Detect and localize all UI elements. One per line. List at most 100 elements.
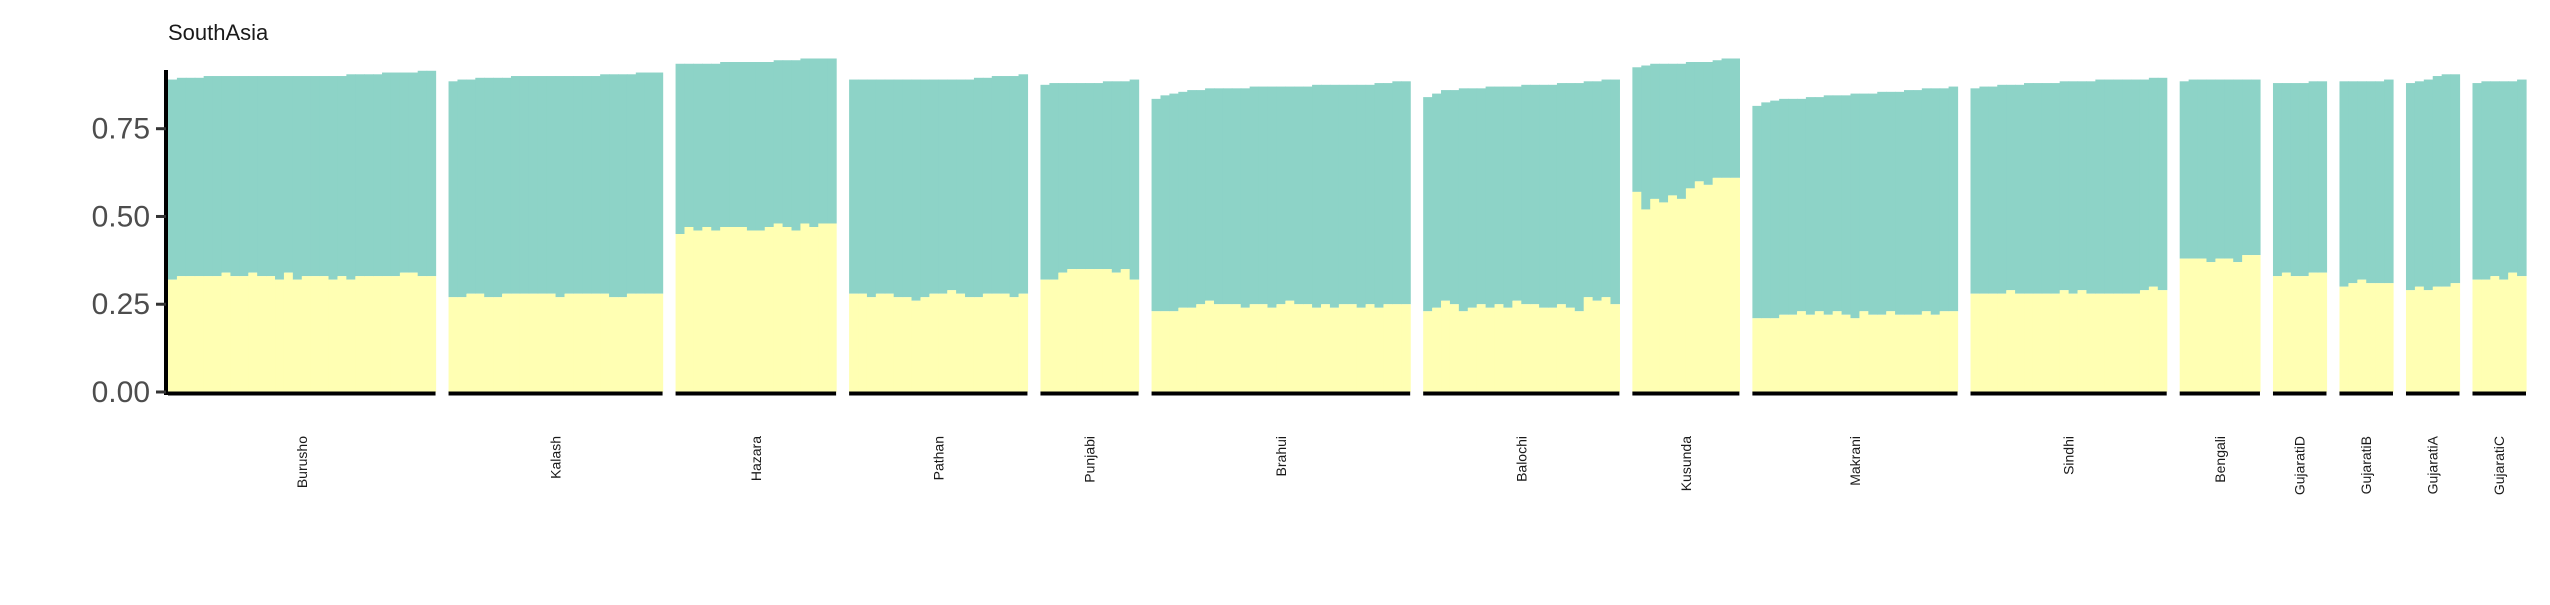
bar-segment-component-2 <box>2384 79 2394 284</box>
bar-segment-component-1 <box>1494 304 1505 392</box>
bar-segment-component-1 <box>2281 272 2292 392</box>
bar-segment-component-1 <box>1970 293 1981 392</box>
bar-segment-component-1 <box>1222 304 1233 392</box>
bar-segment-component-1 <box>555 297 566 392</box>
bar-segment-component-2 <box>1703 62 1714 185</box>
bar-segment-component-1 <box>1111 272 1122 392</box>
bar-segment-component-1 <box>1093 269 1104 392</box>
bar-segment-component-2 <box>1058 83 1068 273</box>
bar-segment-component-1 <box>1392 304 1402 392</box>
bar-segment-component-2 <box>382 72 392 277</box>
bar-segment-component-2 <box>292 76 303 280</box>
bar-segment-component-2 <box>1383 83 1393 305</box>
bar-segment-component-2 <box>390 72 401 277</box>
bar-segment-component-1 <box>1312 307 1322 392</box>
bar-segment-component-1 <box>1574 311 1585 392</box>
bar-segment-component-2 <box>1805 97 1816 315</box>
bar-segment-component-1 <box>2472 279 2483 392</box>
bar-segment-component-1 <box>1730 177 1740 392</box>
bar-segment-component-1 <box>1401 304 1411 392</box>
bar-segment-component-2 <box>2290 83 2301 277</box>
bar-segment-component-1 <box>2290 276 2301 392</box>
bar-segment-component-2 <box>2308 81 2319 273</box>
group-label: GujaratiD <box>2292 436 2308 495</box>
bar-segment-component-1 <box>2357 279 2367 392</box>
bar-segment-component-2 <box>600 74 610 294</box>
bar-segment-component-1 <box>782 227 793 392</box>
bar-segment-component-1 <box>1761 318 1771 392</box>
y-tick-label: 0.50 <box>92 200 150 233</box>
group-label: Burusho <box>294 436 310 488</box>
bar-segment-component-1 <box>2050 293 2061 392</box>
bar-segment-component-2 <box>1694 62 1705 182</box>
bar-segment-component-1 <box>493 297 503 392</box>
bar-segment-component-2 <box>582 76 592 294</box>
bar-segment-component-2 <box>693 63 703 231</box>
bar-segment-component-2 <box>457 79 467 298</box>
bar-segment-component-1 <box>2224 258 2234 392</box>
bar-segment-component-1 <box>1267 307 1278 392</box>
bar-segment-component-1 <box>1018 293 1029 392</box>
bar-segment-component-2 <box>1823 95 1834 315</box>
bar-segment-component-1 <box>399 272 410 392</box>
bar-segment-component-1 <box>221 272 232 392</box>
bar-segment-component-2 <box>1512 86 1522 301</box>
bar-segment-component-2 <box>2405 83 2416 291</box>
bar-segment-component-1 <box>2095 293 2105 392</box>
bar-segment-component-2 <box>230 76 240 277</box>
bar-segment-component-2 <box>947 79 957 291</box>
bar-segment-component-1 <box>702 227 712 392</box>
bar-segment-component-2 <box>1111 81 1122 273</box>
bar-segment-component-2 <box>1267 86 1278 308</box>
bar-segment-component-1 <box>1058 272 1068 392</box>
bar-segment-component-2 <box>1423 97 1433 312</box>
bar-segment-component-2 <box>1730 58 1740 178</box>
bar-segment-component-2 <box>746 62 757 231</box>
bar-segment-component-2 <box>1120 81 1131 270</box>
bar-segment-component-2 <box>1988 86 1998 294</box>
bar-segment-component-1 <box>2032 293 2043 392</box>
bar-segment-component-2 <box>1877 91 1887 315</box>
bar-segment-component-1 <box>965 297 975 392</box>
bar-segment-component-1 <box>1321 304 1331 392</box>
bar-segment-component-2 <box>2339 81 2349 287</box>
bar-segment-component-2 <box>493 77 503 298</box>
bar-segment-component-2 <box>2375 81 2385 284</box>
bar-segment-component-1 <box>1294 304 1304 392</box>
bar-segment-component-2 <box>1948 86 1959 312</box>
bar-segment-component-1 <box>1601 297 1612 392</box>
bar-segment-component-1 <box>1721 177 1732 392</box>
bar-segment-component-2 <box>2139 79 2150 291</box>
bar-segment-component-2 <box>2113 79 2123 294</box>
bar-segment-component-1 <box>626 293 637 392</box>
bar-segment-component-1 <box>275 279 285 392</box>
bar-segment-component-1 <box>1329 307 1340 392</box>
bar-segment-component-2 <box>2077 81 2088 291</box>
bar-segment-component-2 <box>475 77 485 294</box>
bar-segment-component-1 <box>2068 293 2079 392</box>
bar-segment-component-2 <box>310 76 321 277</box>
bar-segment-component-2 <box>1668 63 1678 196</box>
bar-segment-component-1 <box>319 276 330 392</box>
bar-segment-component-2 <box>2224 79 2234 259</box>
bar-segment-component-2 <box>902 79 913 298</box>
bar-segment-component-2 <box>1151 98 1162 312</box>
bar-segment-component-1 <box>1432 307 1442 392</box>
bar-segment-component-2 <box>1374 83 1385 308</box>
bar-segment-component-2 <box>1000 76 1011 294</box>
bar-segment-component-2 <box>1432 93 1442 308</box>
bar-segment-component-1 <box>1556 304 1567 392</box>
bar-segment-component-2 <box>764 62 775 227</box>
bar-segment-component-1 <box>2251 255 2261 392</box>
bar-segment-component-1 <box>600 293 610 392</box>
bar-segment-component-1 <box>1659 202 1669 392</box>
bar-segment-component-2 <box>617 74 628 298</box>
bar-segment-component-1 <box>346 279 356 392</box>
bar-segment-component-2 <box>956 79 966 294</box>
bar-segment-component-1 <box>484 297 494 392</box>
bar-segment-component-2 <box>866 79 877 298</box>
bar-segment-component-1 <box>1338 304 1349 392</box>
bar-segment-component-1 <box>591 293 601 392</box>
bar-segment-component-1 <box>1067 269 1077 392</box>
bar-segment-component-2 <box>1676 63 1687 199</box>
